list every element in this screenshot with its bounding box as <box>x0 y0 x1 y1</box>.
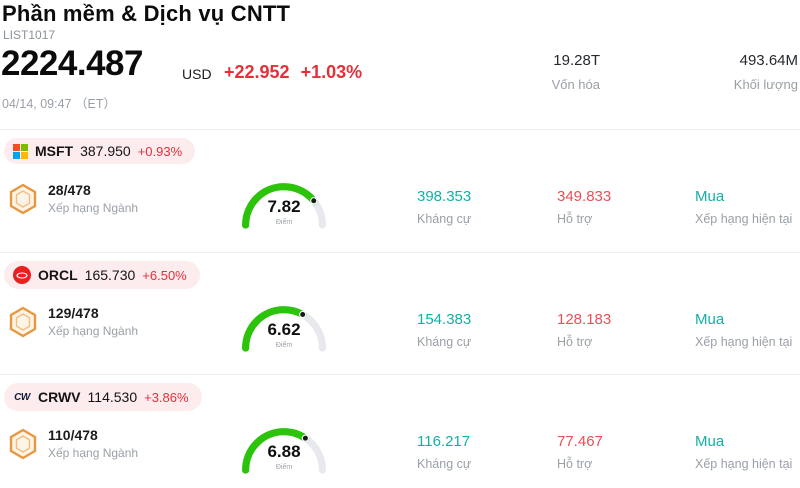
stock-price: 114.530 <box>87 389 138 405</box>
support-col: 349.833 Hỗ trợ <box>557 188 611 226</box>
stock-pill-orcl[interactable]: ORCL 165.730 +6.50% <box>4 261 200 289</box>
score-gauge: 6.88 Điểm <box>236 417 332 481</box>
support-label: Hỗ trợ <box>557 335 593 349</box>
score-value: 6.62 <box>267 320 301 339</box>
rank-value: 110/478 <box>48 427 98 443</box>
score-label: Điểm <box>275 464 293 471</box>
resistance-label: Kháng cự <box>417 457 472 471</box>
gauge-arc <box>242 428 326 474</box>
rank-badge-icon <box>9 183 37 214</box>
currency-label: USD <box>182 66 212 82</box>
industry-rank: 28/478 Xếp hạng Ngành <box>8 182 138 215</box>
rank-text: 129/478 Xếp hạng Ngành <box>48 305 138 338</box>
rating-label: Xếp hạng hiện tại <box>695 457 793 471</box>
resistance-label: Kháng cự <box>417 335 472 349</box>
stock-pill-msft[interactable]: MSFT 387.950 +0.93% <box>4 138 196 164</box>
score-gauge: 6.62 Điểm <box>236 295 332 359</box>
coreweave-logo-icon: CW <box>14 391 30 403</box>
industry-rank: 110/478 Xếp hạng Ngành <box>8 427 138 460</box>
stock-price: 165.730 <box>84 267 136 283</box>
rank-label: Xếp hạng Ngành <box>48 201 139 215</box>
change-value: +22.952 <box>224 62 290 82</box>
score-value: 6.88 <box>267 442 301 461</box>
gauge-marker-dot <box>301 434 310 442</box>
resistance-label: Kháng cự <box>417 212 472 226</box>
header: Phần mềm & Dịch vụ CNTT LIST1017 2224.48… <box>0 0 800 130</box>
rating-col[interactable]: Mua Xếp hạng hiện tại <box>695 433 792 471</box>
rank-badge-icon <box>9 306 37 337</box>
rating-value: Mua <box>695 188 725 205</box>
gauge-arc <box>242 183 326 229</box>
score-value: 7.82 <box>267 197 301 216</box>
industry-rank: 129/478 Xếp hạng Ngành <box>8 305 138 338</box>
ticker: ORCL <box>38 267 78 283</box>
volume-label: Khối lượng <box>733 77 798 92</box>
score-label: Điểm <box>275 219 293 226</box>
rating-label: Xếp hạng hiện tại <box>695 335 793 349</box>
rank-text: 28/478 Xếp hạng Ngành <box>48 182 138 215</box>
index-price: 2224.487 <box>1 44 143 83</box>
rating-col[interactable]: Mua Xếp hạng hiện tại <box>695 311 792 349</box>
gauge-arc <box>242 306 326 352</box>
change-percent: +1.03% <box>300 62 363 82</box>
rank-label: Xếp hạng Ngành <box>48 446 139 460</box>
stock-row-msft: MSFT 387.950 +0.93% 28/478 Xếp hạng Ngàn… <box>0 130 800 252</box>
stock-change-percent: +0.93% <box>137 143 183 159</box>
market-cap-stat: 19.28T Vốn hóa <box>552 52 600 92</box>
support-label: Hỗ trợ <box>557 457 593 471</box>
stock-row-crwv: CW CRWV 114.530 +3.86% 110/478 Xếp hạng … <box>0 374 800 488</box>
stock-change-percent: +6.50% <box>142 267 187 283</box>
volume-stat: 493.64M Khối lượng <box>734 52 798 92</box>
rank-badge-icon <box>9 428 37 459</box>
ticker: MSFT <box>35 143 74 159</box>
page-title: Phần mềm & Dịch vụ CNTT <box>2 1 291 26</box>
list-id: LIST1017 <box>3 28 56 42</box>
market-cap-value: 19.28T <box>553 52 600 69</box>
oracle-logo-icon <box>13 266 31 284</box>
rank-value: 129/478 <box>48 305 99 321</box>
support-col: 128.183 Hỗ trợ <box>557 311 611 349</box>
rank-value: 28/478 <box>48 182 91 198</box>
quote-timestamp: 04/14, 09:47 （ET） <box>2 97 116 111</box>
market-cap-label: Vốn hóa <box>551 77 600 92</box>
rating-value: Mua <box>695 311 725 328</box>
support-value: 349.833 <box>557 188 612 205</box>
resistance-value: 398.353 <box>417 188 472 205</box>
support-value: 77.467 <box>557 433 603 450</box>
score-gauge: 7.82 Điểm <box>236 172 332 236</box>
resistance-value: 116.217 <box>417 433 471 450</box>
stock-pill-crwv[interactable]: CW CRWV 114.530 +3.86% <box>4 383 202 411</box>
score-label: Điểm <box>275 342 293 349</box>
stock-row-orcl: ORCL 165.730 +6.50% 129/478 Xếp hạng Ngà… <box>0 252 800 374</box>
stock-change-percent: +3.86% <box>144 389 189 405</box>
resistance-col: 116.217 Kháng cự <box>417 433 471 471</box>
gauge-marker-dot <box>299 310 307 319</box>
resistance-col: 398.353 Kháng cự <box>417 188 471 226</box>
support-col: 77.467 Hỗ trợ <box>557 433 603 471</box>
support-label: Hỗ trợ <box>557 212 593 226</box>
stock-price: 387.950 <box>80 143 131 159</box>
ticker: CRWV <box>38 389 81 405</box>
index-change: +22.952 +1.03% <box>224 62 362 83</box>
rating-col[interactable]: Mua Xếp hạng hiện tại <box>695 188 792 226</box>
rank-label: Xếp hạng Ngành <box>48 324 139 338</box>
microsoft-logo-icon <box>13 143 28 159</box>
rating-value: Mua <box>695 433 725 450</box>
volume-value: 493.64M <box>739 52 798 69</box>
gauge-marker-dot <box>310 197 318 205</box>
support-value: 128.183 <box>557 311 612 328</box>
rating-label: Xếp hạng hiện tại <box>695 212 793 226</box>
resistance-value: 154.383 <box>417 311 472 328</box>
rank-text: 110/478 Xếp hạng Ngành <box>48 427 138 460</box>
resistance-col: 154.383 Kháng cự <box>417 311 471 349</box>
